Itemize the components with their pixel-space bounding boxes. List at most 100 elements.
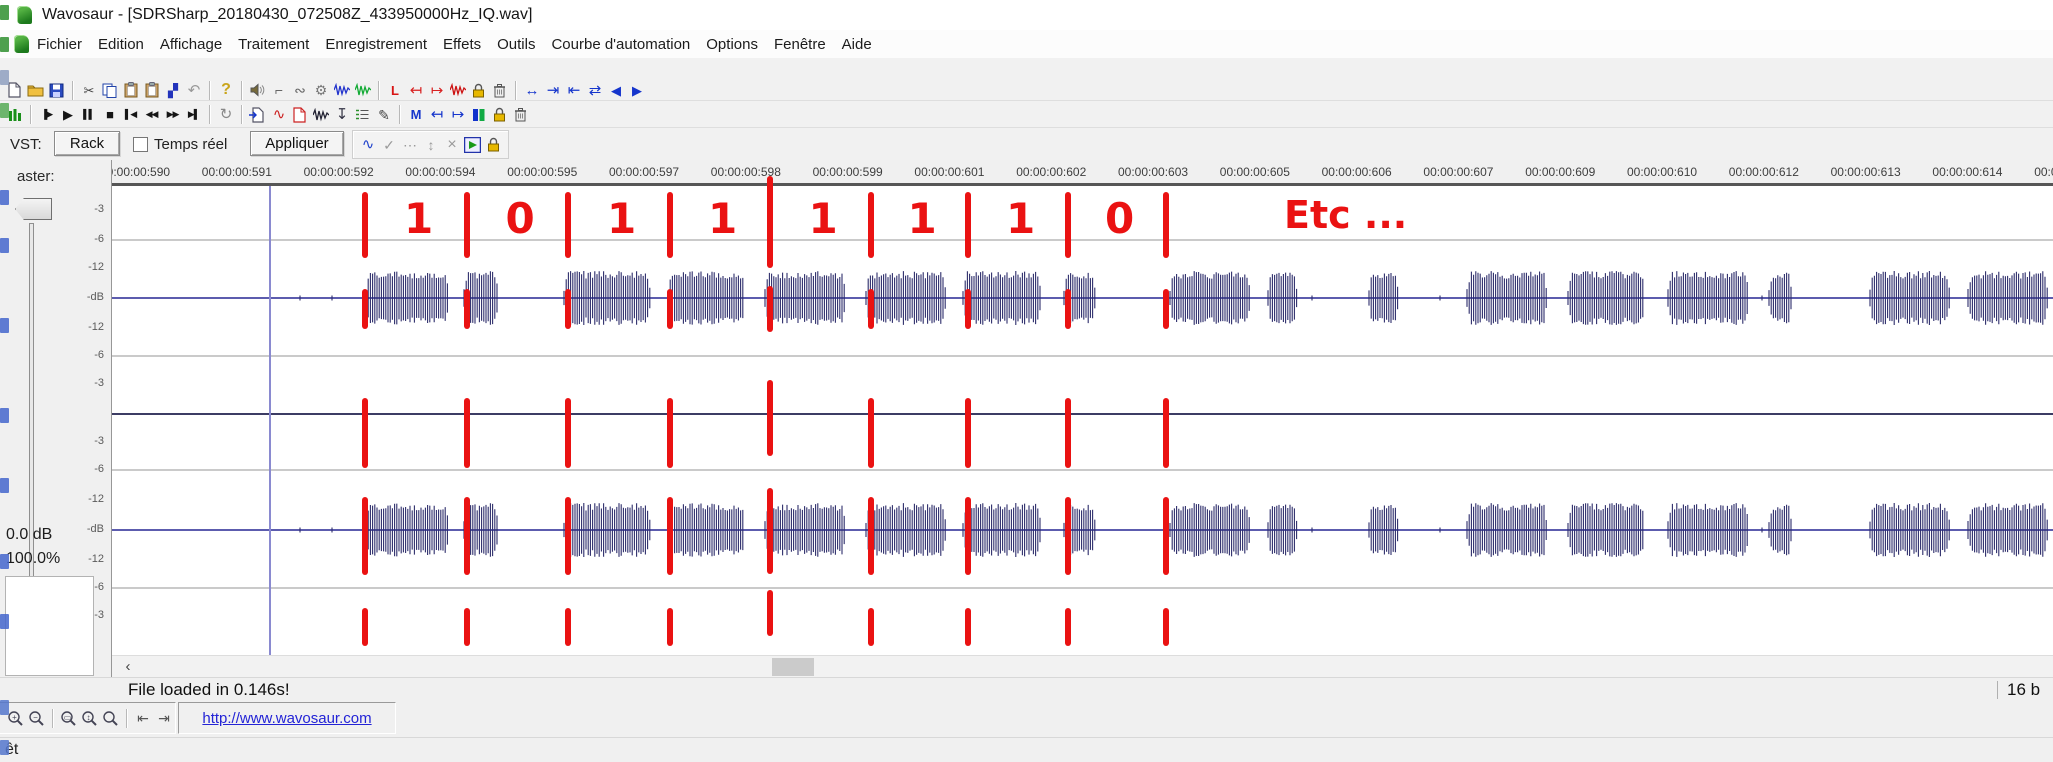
audio-config-icon[interactable] [247, 80, 268, 100]
more-options-icon[interactable]: ⋯ [403, 136, 417, 153]
zoom-out-icon[interactable]: − [26, 708, 47, 728]
statistics-icon[interactable] [352, 105, 373, 125]
marker-play-icon[interactable] [468, 105, 489, 125]
lock-icon[interactable] [489, 105, 510, 125]
trash-icon[interactable] [510, 105, 531, 125]
vst-play-icon[interactable] [462, 135, 483, 155]
copy-icon[interactable] [99, 80, 120, 100]
menu-item-fen-tre[interactable]: Fenêtre [773, 35, 826, 53]
menu-item-fichier[interactable]: Fichier [37, 35, 83, 53]
menu-item-options[interactable]: Options [706, 35, 758, 53]
zoom-all-icon[interactable]: ↔ [524, 81, 540, 99]
marker-m-icon[interactable]: M [410, 107, 422, 122]
zoom-x4-icon[interactable]: ⇥ [158, 710, 170, 726]
marker-left-icon[interactable]: ↤ [430, 106, 444, 123]
zoom-window-icon[interactable] [100, 708, 121, 728]
db-ruler-label: -6 [94, 581, 104, 593]
zoom-x1-icon[interactable]: ⇤ [137, 710, 149, 726]
apply-button[interactable]: Appliquer [250, 131, 344, 156]
time-label: 00:00:00:602 [1016, 165, 1087, 179]
cut-icon[interactable]: ✂ [83, 82, 95, 98]
paste-icon[interactable] [120, 80, 141, 100]
svg-text:▭: ▭ [64, 712, 71, 721]
time-label: 00:00:00:614 [1932, 165, 2003, 179]
toolbar-separator [241, 105, 242, 124]
undo-icon[interactable]: ↶ [187, 81, 201, 99]
zoom-vertical-icon[interactable]: ↕ [79, 708, 100, 728]
timeline-ruler[interactable]: 00:00:00:590 00:00:00:591 00:00:00:592 00:0… [112, 160, 2053, 183]
save-file-icon[interactable] [46, 80, 67, 100]
menu-item-aide[interactable]: Aide [841, 35, 872, 53]
trim-icon[interactable]: ▞ [168, 82, 178, 98]
app-logo-icon [17, 6, 32, 24]
loop-marker-icon[interactable]: L [391, 82, 399, 98]
master-slider-handle[interactable] [15, 198, 52, 220]
scrollbar-left-arrow[interactable]: ‹ [125, 658, 131, 675]
vst-label: VST: [10, 136, 42, 153]
title-bar: Wavosaur - [SDRSharp_20180430_072508Z_43… [0, 0, 2053, 31]
time-label: 00:00:00:612 [1728, 165, 1799, 179]
db-ruler-label: -dB [86, 291, 104, 303]
patch-icon[interactable]: ∾ [294, 82, 306, 98]
marker-waveform-icon[interactable] [447, 80, 468, 100]
paste-special-icon[interactable] [141, 80, 162, 100]
horizontal-scrollbar[interactable]: ‹ [112, 655, 2053, 678]
vst-mini-toolbar: ∿ ✓ ⋯ ↕ × [352, 130, 509, 159]
pause-icon[interactable]: ▌▌ [83, 109, 95, 119]
insert-file-icon[interactable] [247, 105, 268, 125]
normalize-icon[interactable]: ↧ [335, 106, 349, 123]
marker-next-icon[interactable]: ↦ [430, 81, 444, 99]
menu-item-enregistrement[interactable]: Enregistrement [325, 35, 428, 53]
scrollbar-thumb[interactable] [772, 658, 814, 676]
rack-button[interactable]: Rack [54, 131, 120, 156]
zoom-in-icon[interactable]: + [5, 708, 26, 728]
menu-item-effets[interactable]: Effets [443, 35, 482, 53]
help-icon[interactable]: ? [221, 81, 231, 98]
confirm-icon[interactable]: ✓ [383, 136, 395, 153]
process-waveform-icon[interactable] [310, 105, 331, 125]
open-file-icon[interactable] [25, 80, 46, 100]
go-to-end-icon[interactable]: ▶▌ [187, 109, 200, 119]
menu-item-traitement[interactable]: Traitement [238, 35, 310, 53]
waveform-blue-icon[interactable] [331, 80, 352, 100]
marker-previous-icon[interactable]: ↤ [409, 81, 423, 99]
play-from-cursor-icon[interactable]: ▐▶ [40, 109, 53, 119]
close-icon[interactable]: × [447, 135, 456, 153]
stop-icon[interactable]: ■ [106, 107, 114, 122]
analysis-icon[interactable]: ∿ [272, 106, 286, 123]
zoom-in-horizontal-icon[interactable]: ⇤ [567, 81, 581, 99]
resize-icon[interactable]: ↕ [427, 136, 435, 153]
go-to-start-icon[interactable]: ▌◀ [124, 109, 137, 119]
record-control-icon[interactable] [4, 105, 25, 125]
connector-icon[interactable]: ⌐ [274, 82, 283, 98]
wavosaur-link[interactable]: http://www.wavosaur.com [202, 709, 372, 727]
scroll-left-icon[interactable]: ◀ [611, 82, 621, 98]
waveform-green-icon[interactable] [352, 80, 373, 100]
realtime-checkbox[interactable] [133, 137, 148, 152]
scroll-right-icon[interactable]: ▶ [632, 82, 642, 98]
toolbar-separator [52, 708, 53, 728]
automation-curve-icon[interactable]: ∿ [361, 136, 375, 153]
menu-item-edition[interactable]: Edition [98, 35, 144, 53]
draw-icon[interactable]: ✎ [378, 106, 390, 123]
menu-item-affichage[interactable]: Affichage [159, 35, 223, 53]
zoom-to-selection-icon[interactable]: ▭ [58, 708, 79, 728]
waveform-area[interactable] [112, 183, 2053, 655]
menu-item-courbe-d-automation[interactable]: Courbe d'automation [551, 35, 691, 53]
play-icon[interactable]: ▶ [63, 107, 73, 122]
marker-right-icon[interactable]: ↦ [451, 106, 465, 123]
settings-icon[interactable]: ⚙ [314, 82, 328, 98]
rewind-icon[interactable]: ◀◀ [145, 109, 159, 119]
fast-forward-icon[interactable]: ▶▶ [166, 109, 180, 119]
time-label: 00:00:0 [2034, 165, 2053, 179]
zoom-selection-icon[interactable]: ⇥ [546, 81, 560, 99]
loop-playback-icon[interactable]: ↻ [219, 106, 233, 123]
lock-markers-icon[interactable] [468, 80, 489, 100]
export-icon[interactable] [289, 105, 310, 125]
zoom-out-horizontal-icon[interactable]: ⇄ [588, 81, 602, 99]
vst-lock-icon[interactable] [483, 135, 504, 155]
new-file-icon[interactable] [4, 80, 25, 100]
delete-markers-icon[interactable] [489, 80, 510, 100]
time-label: 00:00:00:601 [914, 165, 985, 179]
menu-item-outils[interactable]: Outils [497, 35, 536, 53]
